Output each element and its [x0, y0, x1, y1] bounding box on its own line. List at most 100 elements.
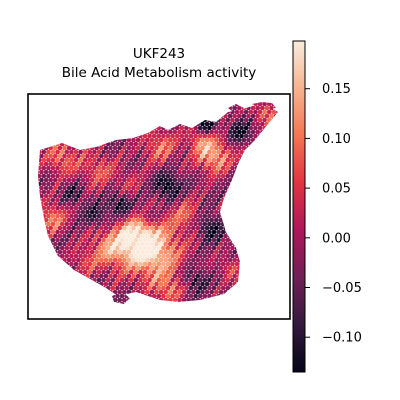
spot: [172, 121, 178, 127]
spot: [66, 289, 72, 295]
spot: [188, 173, 194, 179]
spot: [239, 173, 244, 179]
spot: [188, 133, 194, 139]
spot: [207, 205, 212, 211]
spot: [120, 310, 125, 315]
spot: [117, 137, 122, 143]
spot: [260, 249, 265, 255]
spot: [122, 306, 127, 311]
spot: [142, 277, 148, 283]
spot: [239, 205, 244, 211]
spot: [241, 265, 247, 271]
spot: [96, 109, 102, 115]
spot: [248, 229, 254, 235]
spot: [73, 189, 79, 195]
spot: [227, 201, 233, 207]
spot: [59, 197, 65, 203]
spot: [50, 269, 56, 275]
spot: [218, 225, 224, 231]
spot: [255, 233, 260, 239]
spot: [241, 185, 247, 191]
spot: [158, 113, 164, 119]
spot: [225, 293, 231, 299]
spot: [204, 241, 210, 247]
spot: [161, 213, 166, 219]
spot: [94, 153, 99, 159]
spot: [202, 285, 208, 291]
spot: [124, 173, 129, 179]
spot: [257, 173, 263, 179]
spot: [128, 301, 134, 304]
spot: [145, 185, 150, 191]
spot: [186, 265, 191, 271]
spot: [108, 289, 113, 295]
spot: [209, 249, 214, 255]
spot: [184, 205, 189, 211]
spot: [145, 233, 150, 239]
spot: [43, 177, 49, 183]
spot: [184, 213, 189, 219]
spot: [126, 177, 132, 183]
spot: [186, 249, 191, 255]
spot: [105, 173, 111, 179]
spot: [278, 314, 283, 319]
spot: [112, 289, 118, 295]
spot: [89, 137, 95, 143]
spot: [227, 161, 233, 167]
spot: [186, 169, 191, 175]
spot: [161, 141, 166, 147]
spot: [269, 121, 274, 127]
spot: [278, 274, 283, 279]
spot: [151, 301, 157, 304]
spot: [204, 209, 210, 215]
spot: [246, 249, 251, 255]
spot: [209, 113, 214, 119]
spot: [112, 105, 118, 111]
spot: [266, 261, 272, 267]
spot: [149, 209, 155, 215]
spot: [71, 105, 76, 111]
spot: [38, 113, 40, 119]
spot: [32, 118, 37, 123]
spot: [211, 269, 217, 275]
spot: [117, 185, 122, 191]
spot: [195, 217, 201, 223]
spot: [283, 210, 288, 215]
spot: [283, 114, 288, 119]
spot: [149, 129, 155, 135]
spot: [163, 306, 168, 311]
spot: [158, 193, 164, 199]
spot: [32, 158, 37, 163]
spot: [101, 213, 106, 219]
spot: [216, 293, 221, 299]
spot: [147, 293, 152, 299]
spot: [53, 177, 58, 183]
spot: [108, 217, 113, 223]
spot: [38, 102, 40, 103]
spot: [112, 201, 118, 207]
spot: [149, 297, 155, 303]
spot: [140, 241, 145, 247]
spot: [131, 257, 136, 263]
spot: [124, 189, 129, 195]
spot: [278, 250, 283, 255]
spot: [283, 274, 288, 279]
spot: [223, 281, 228, 287]
spot: [122, 257, 127, 263]
spot: [283, 146, 288, 151]
spot: [57, 177, 63, 183]
spot: [181, 129, 187, 135]
spot: [260, 233, 265, 239]
spot: [85, 105, 90, 111]
spot: [193, 205, 198, 211]
spot: [39, 121, 44, 127]
spot: [64, 269, 70, 275]
spot: [119, 141, 125, 147]
spot: [237, 241, 242, 247]
spot: [262, 189, 267, 195]
spot: [172, 273, 178, 279]
spot: [133, 157, 139, 163]
spot: [53, 281, 58, 287]
spot: [220, 285, 226, 291]
spot: [110, 125, 116, 131]
